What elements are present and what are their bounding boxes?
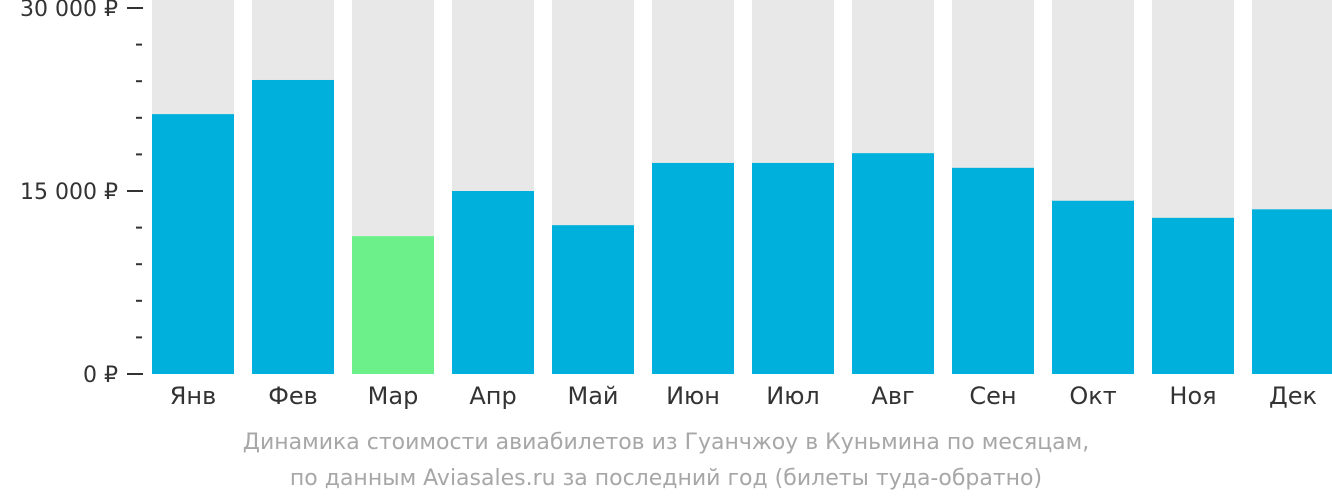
bar-2 (352, 236, 434, 374)
bar-4 (552, 225, 634, 374)
bar-8 (952, 167, 1034, 374)
x-tick-label-10: Ноя (1169, 382, 1216, 410)
price-bar-chart: 0 ₽ 15 000 ₽ 30 000 ₽ Янв Фев Мар Апр Май Июн Ию… (20, 0, 1332, 410)
x-tick-label-6: Июл (766, 382, 820, 410)
x-tick-label-2: Мар (368, 382, 419, 410)
chart-caption-line-1: Динамика стоимости авиабилетов из Гуанчж… (242, 430, 1090, 455)
bar-7 (852, 153, 934, 374)
bar-6 (752, 162, 834, 374)
x-tick-label-4: Май (567, 382, 618, 410)
y-tick-label-0: 0 ₽ (83, 363, 118, 388)
bar-0 (152, 114, 234, 374)
x-tick-label-5: Июн (666, 382, 720, 410)
bar-3 (452, 191, 534, 374)
y-axis: 0 ₽ 15 000 ₽ 30 000 ₽ (20, 0, 143, 388)
x-tick-label-9: Окт (1069, 382, 1116, 410)
x-tick-label-1: Фев (268, 382, 318, 410)
x-tick-label-3: Апр (469, 382, 516, 410)
y-tick-label-2: 30 000 ₽ (20, 0, 118, 22)
bar-10 (1152, 217, 1234, 374)
bar-1 (252, 79, 334, 374)
x-tick-label-7: Авг (871, 382, 914, 410)
y-tick-label-1: 15 000 ₽ (20, 180, 118, 205)
bar-9 (1052, 200, 1134, 374)
x-tick-label-8: Сен (969, 382, 1016, 410)
data-bars (152, 79, 1332, 374)
chart-caption-line-2: по данным Aviasales.ru за последний год … (289, 466, 1043, 491)
x-tick-label-0: Янв (170, 382, 217, 410)
bar-5 (652, 162, 734, 374)
x-axis: Янв Фев Мар Апр Май Июн Июл Авг Сен Окт Ноя Дек (170, 382, 1317, 410)
x-tick-label-11: Дек (1269, 382, 1317, 410)
bar-11 (1252, 209, 1332, 374)
